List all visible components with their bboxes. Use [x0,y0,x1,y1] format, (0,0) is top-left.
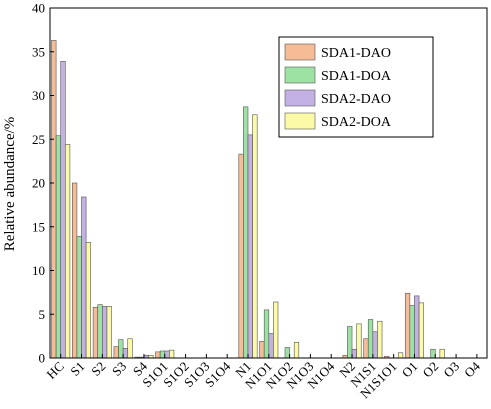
x-tick-label: S1 [67,359,87,379]
y-tick-label: 40 [32,1,45,16]
y-tick-label: 10 [32,263,45,278]
bar-sda1-dao-s3 [113,346,119,359]
legend-label: SDA1-DAO [321,46,391,61]
bar-sda1-dao-s1 [72,182,78,359]
bar-sda1-doa-n1 [243,106,249,359]
legend-swatch [284,66,316,84]
bar-sda1-dao-n1 [238,153,244,359]
bar-sda2-doa-s3 [127,338,133,359]
bar-sda1-dao-s1o1 [155,351,161,359]
y-axis-label: Relative abundance/% [2,117,18,252]
legend-label: SDA2-DAO [321,92,391,107]
bar-sda1-doa-hc [55,135,61,359]
x-tick-label: S2 [88,359,108,379]
bar-sda2-dao-n1s1 [372,331,378,359]
y-tick-label: 20 [32,176,45,191]
bar-sda2-doa-hc [65,144,71,359]
bar-sda1-dao-n1s1 [363,338,369,359]
bar-sda2-doa-n1o2 [293,341,300,359]
y-tick-label: 30 [32,88,45,103]
y-tick-label: 15 [32,219,45,234]
bar-sda2-doa-o2 [439,348,445,359]
bar-sda2-dao-n2 [351,348,357,359]
y-tick-label: 5 [39,307,46,322]
bar-sda2-doa-n1s1 [377,320,383,359]
bar-sda1-doa-n2 [347,326,353,359]
bar-sda2-dao-n1o1 [268,333,274,359]
legend-swatch [284,112,316,130]
bar-sda1-doa-s1o1 [159,350,166,359]
bar-sda2-dao-o1 [414,295,420,359]
legend-swatch [284,89,316,107]
bar-sda1-doa-n1s1 [367,319,374,359]
bar-sda1-dao-hc [51,40,57,359]
x-tick-label: O1 [399,359,421,381]
legend-label: SDA2-DOA [321,115,392,130]
x-tick-label: O3 [440,359,462,381]
x-tick-label: S1O4 [202,358,234,390]
x-tick-label: S3 [109,359,129,379]
bar-sda2-doa-n2 [356,323,362,359]
bar-sda1-doa-n1o2 [284,347,290,359]
bar-sda1-dao-s2 [92,306,99,359]
bar-sda1-doa-s2 [97,304,103,359]
legend: SDA1-DAO SDA1-DOA SDA2-DAO SDA2-DOA [278,36,434,138]
bar-sda2-dao-n1 [247,134,253,359]
y-tick-label: 0 [39,351,46,366]
bar-sda2-doa-n1s1o1 [397,352,404,359]
bar-sda2-doa-s2 [106,306,112,359]
bars-layer [51,40,445,359]
bar-sda2-doa-n1 [252,114,258,359]
bar-sda2-dao-s2 [102,306,108,359]
bar-sda1-doa-s1 [76,236,82,359]
bar-sda2-doa-o1 [418,302,424,359]
bar-sda2-dao-s1 [81,196,87,359]
bar-sda2-doa-s1 [85,242,92,359]
y-tick-label: 35 [32,44,45,59]
bar-sda1-dao-n1o1 [259,341,265,359]
x-tick-label: HC [43,359,66,382]
bar-sda1-doa-n1o1 [263,309,270,359]
bar-sda2-doa-s1o1 [169,349,175,359]
bar-sda2-dao-s3 [122,348,129,359]
bar-sda2-dao-s1o1 [164,350,170,359]
bar-sda2-dao-hc [60,61,66,359]
legend-label: SDA1-DOA [321,69,392,84]
legend-swatch [284,43,316,61]
y-tick-label: 25 [32,132,45,147]
bar-sda1-doa-o1 [409,305,415,359]
x-tick-label: O2 [420,359,442,381]
bar-sda2-doa-n1o1 [273,301,279,359]
bar-sda1-doa-o2 [430,348,436,359]
bar-sda1-dao-o1 [404,292,411,359]
x-tick-label: O4 [461,358,483,380]
bar-sda1-doa-s3 [118,339,124,359]
